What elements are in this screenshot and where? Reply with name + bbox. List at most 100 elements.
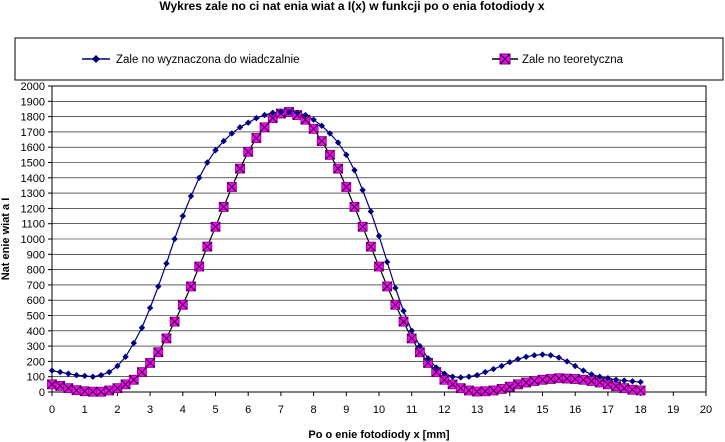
data-point-theoretical [398,316,409,327]
data-point-experimental [359,186,366,194]
data-point-experimental [367,208,375,215]
data-point-experimental [195,174,203,181]
x-tick-label: 3 [147,404,153,416]
data-point-theoretical [259,122,270,133]
y-axis-label: Nat enie wiat a I [0,198,12,281]
data-point-theoretical [472,386,483,397]
data-point-experimental [604,375,612,382]
data-point-theoretical [447,379,458,390]
data-point-experimental [514,355,522,363]
data-point-experimental [179,212,186,220]
data-point-experimental [424,355,432,362]
data-point-theoretical [480,386,491,397]
data-point-experimental [253,114,260,122]
data-point-experimental [473,371,481,379]
data-point-theoretical [529,376,540,386]
data-point-experimental [482,368,489,376]
data-point-experimental [506,358,513,366]
y-tick-label: 500 [27,311,45,323]
data-point-theoretical [553,373,564,384]
x-tick-label: 12 [438,404,450,416]
data-point-experimental [130,339,137,347]
data-point-experimental [555,354,563,361]
data-point-theoretical [235,163,245,174]
data-point-theoretical [104,385,115,396]
data-point-theoretical [504,381,515,392]
data-point-experimental [408,327,415,334]
data-point-experimental [637,378,644,386]
data-point-theoretical [202,241,213,252]
y-tick-label: 400 [27,326,45,338]
data-point-experimental [629,378,636,385]
data-point-experimental [441,370,448,377]
data-point-experimental [465,373,473,380]
y-tick-label: 1000 [21,234,45,246]
data-point-experimental [326,130,334,137]
data-point-experimental [146,304,154,312]
data-point-experimental [572,362,579,370]
data-point-experimental [236,124,244,131]
data-point-experimental [285,108,293,116]
data-point-theoretical [308,123,319,134]
x-tick-label: 16 [569,404,581,416]
data-point-theoretical [464,385,474,396]
data-point-experimental [449,373,456,380]
data-point-theoretical [570,374,581,384]
x-tick-label: 5 [212,404,218,416]
data-point-experimental [228,130,236,137]
data-point-experimental [539,351,546,358]
data-point-experimental [302,111,309,119]
data-point-experimental [392,284,399,292]
x-tick-label: 1 [82,404,88,416]
data-point-experimental [106,368,113,376]
data-point-experimental [383,258,391,266]
data-point-theoretical [545,374,556,384]
data-point-experimental [343,151,350,159]
data-point-experimental [563,358,571,365]
data-point-theoretical [513,379,523,390]
y-tick-label: 1300 [21,188,45,200]
data-point-experimental [490,365,497,373]
data-point-experimental [351,166,358,174]
data-point-experimental [522,353,530,361]
data-point-theoretical [87,386,98,397]
data-point-theoretical [431,367,442,378]
data-point-experimental [220,137,227,145]
x-tick-label: 19 [667,404,679,416]
y-tick-label: 800 [27,265,45,277]
y-tick-label: 1700 [21,127,45,139]
x-tick-label: 10 [373,404,385,416]
data-point-theoretical [218,201,229,212]
data-point-experimental [596,373,603,380]
data-point-theoretical [578,374,589,385]
data-point-theoretical [55,380,66,391]
data-point-experimental [498,362,505,370]
data-point-experimental [163,260,170,267]
y-tick-label: 200 [27,356,45,368]
y-tick-label: 1800 [21,112,45,124]
x-tick-label: 14 [504,404,516,416]
data-point-experimental [65,370,72,377]
data-point-experimental [612,376,620,383]
data-point-experimental [269,109,276,116]
y-tick-label: 1500 [21,158,45,170]
series-points [47,107,646,397]
data-point-experimental [531,352,538,359]
data-point-theoretical [120,379,131,390]
data-point-experimental [97,371,105,379]
data-point-experimental [580,367,587,374]
data-point-theoretical [194,261,205,272]
x-tick-label: 18 [634,404,646,416]
x-tick-label: 17 [602,404,614,416]
y-tick-label: 700 [27,280,45,292]
x-tick-label: 20 [700,404,712,416]
data-point-experimental [547,352,554,359]
legend-box [14,37,724,81]
data-point-experimental [73,371,80,379]
data-point-theoretical [71,385,82,396]
data-point-experimental [433,364,440,371]
data-point-theoretical [169,316,180,327]
data-point-theoretical [79,386,90,397]
chart-title: Wykres zale no ci nat enia wiat a I(x) w… [159,0,545,13]
